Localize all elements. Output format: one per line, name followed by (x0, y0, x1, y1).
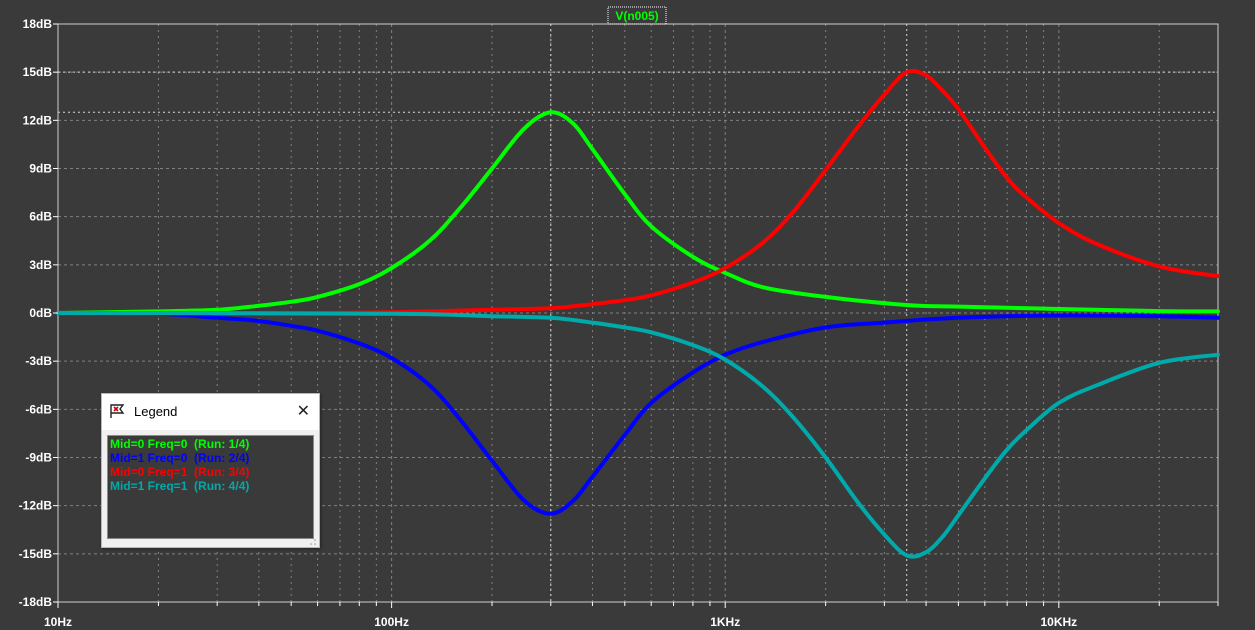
trace-run-4 (56, 311, 1220, 559)
y-tick-label: 15dB (23, 65, 53, 79)
legend-entry-run-1[interactable]: Mid=0 Freq=0 (Run: 1/4) (110, 437, 250, 451)
y-tick-label: 3dB (29, 258, 52, 272)
trace-run-1 (56, 110, 1220, 315)
resize-grip-icon[interactable] (309, 538, 317, 546)
y-tick-label: -3dB (25, 354, 52, 368)
y-tick-label: -12dB (19, 499, 53, 513)
y-tick-label: -18dB (19, 595, 53, 609)
x-tick-label: 100Hz (374, 615, 409, 629)
legend-entry-run-4[interactable]: Mid=1 Freq=1 (Run: 4/4) (110, 479, 250, 493)
trace-run-3 (56, 68, 1220, 316)
trace-title[interactable]: V(n005) (615, 9, 658, 23)
y-tick-label: 18dB (23, 17, 53, 31)
close-icon[interactable]: ✕ (296, 401, 310, 420)
y-tick-label: -15dB (19, 547, 53, 561)
legend-title: Legend (134, 404, 178, 419)
y-tick-label: 9dB (29, 162, 52, 176)
x-tick-label: 1KHz (710, 615, 740, 629)
legend-flag-icon (110, 404, 125, 418)
trace-run-2 (56, 311, 1220, 516)
axis-ticks: 18dB 15dB 12dB 9dB 6dB 3dB 0dB -3dB -6dB -9dB -12d… (19, 17, 1219, 629)
x-tick-label: 10KHz (1040, 615, 1077, 629)
legend-list: Mid=0 Freq=0 (Run: 1/4) Mid=1 Freq=0 (Ru… (107, 435, 314, 539)
y-tick-label: -9dB (25, 451, 52, 465)
x-tick-label: 10Hz (44, 615, 72, 629)
legend-titlebar[interactable]: Legend ✕ (102, 394, 319, 430)
legend-entry-run-2[interactable]: Mid=1 Freq=0 (Run: 2/4) (110, 451, 250, 465)
y-tick-label: 12dB (23, 113, 53, 127)
trace-title-box[interactable]: V(n005) (607, 6, 667, 25)
traces (56, 68, 1220, 559)
y-tick-label: 0dB (29, 306, 52, 320)
y-tick-label: 6dB (29, 210, 52, 224)
legend-entry-run-3[interactable]: Mid=0 Freq=1 (Run: 3/4) (110, 465, 250, 479)
legend-window[interactable]: Legend ✕ Mid=0 Freq=0 (Run: 1/4) Mid=1 F… (101, 393, 320, 548)
y-tick-label: -6dB (25, 402, 52, 416)
